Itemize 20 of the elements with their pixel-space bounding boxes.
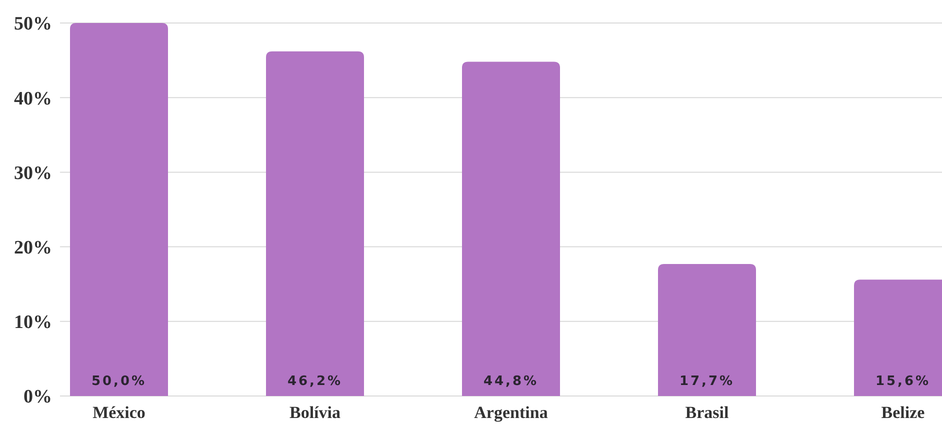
bar: [658, 264, 756, 396]
y-tick-label: 20%: [14, 237, 52, 258]
y-tick-label: 10%: [14, 312, 52, 334]
x-tick-label: Argentina: [474, 403, 548, 422]
data-label: 15,6%: [875, 374, 931, 389]
x-tick-label: México: [92, 403, 146, 422]
x-tick-label: Brasil: [685, 403, 729, 422]
y-tick-label: 40%: [14, 88, 52, 110]
data-label: 44,8%: [483, 374, 539, 389]
data-label: 50,0%: [91, 374, 147, 389]
bar: [266, 51, 364, 396]
data-label: 17,7%: [679, 374, 735, 389]
y-tick-label: 50%: [14, 14, 52, 35]
y-tick-label: 30%: [14, 162, 52, 184]
bar: [462, 62, 560, 396]
x-tick-label: Bolívia: [289, 403, 341, 422]
y-tick-label: 0%: [24, 386, 52, 408]
x-tick-label: Belize: [881, 403, 926, 422]
data-label: 46,2%: [287, 374, 343, 389]
bar: [70, 23, 168, 396]
